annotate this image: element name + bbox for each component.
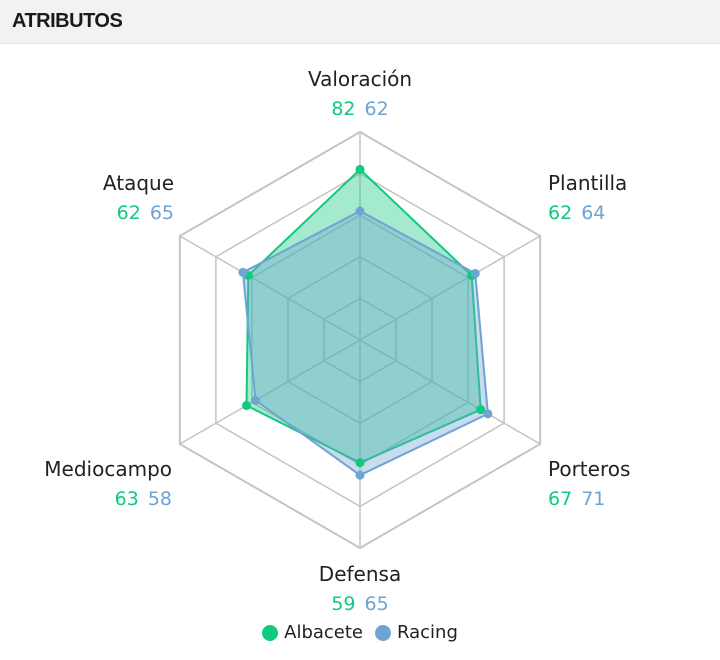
value-label-albacete-2: 67 <box>548 488 572 510</box>
legend-dot-racing <box>375 624 391 641</box>
axis-values-3: 59 65 <box>331 593 388 615</box>
data-point-racing-2 <box>483 409 493 419</box>
axis-label-5: Ataque <box>103 171 174 195</box>
grid-spoke-5 <box>179 235 361 341</box>
value-label-albacete-4: 63 <box>115 488 139 510</box>
value-label-albacete-3: 59 <box>331 593 355 615</box>
radar-chart: Valoración 82 62 Plantilla 62 64 Porteros 67 71 D… <box>44 67 630 615</box>
axis-label-2: Porteros <box>548 457 630 481</box>
data-point-racing-4 <box>251 395 261 405</box>
axis-values-5: 62 65 <box>117 202 174 224</box>
axis-values-0: 82 62 <box>331 98 388 120</box>
data-point-racing-0 <box>355 206 365 216</box>
axis-label-3: Defensa <box>319 562 401 586</box>
data-point-racing-3 <box>355 470 365 480</box>
data-point-albacete-3 <box>355 458 365 468</box>
section-title: ATRIBUTOS <box>12 10 123 32</box>
value-label-racing-4: 58 <box>148 488 172 510</box>
axis-label-0: Valoración <box>308 67 412 91</box>
grid-spoke-1 <box>359 235 541 341</box>
legend-dot-albacete <box>262 624 279 641</box>
value-label-racing-5: 65 <box>150 202 174 224</box>
axis-values-1: 62 64 <box>548 202 605 224</box>
legend-item-racing[interactable]: Racing <box>375 622 458 643</box>
legend-item-albacete[interactable]: Albacete <box>262 622 363 643</box>
axis-label-4: Mediocampo <box>44 457 172 481</box>
value-label-racing-3: 65 <box>365 593 389 615</box>
legend-label-racing: Racing <box>397 622 458 643</box>
grid-spoke-2 <box>359 339 541 445</box>
value-label-racing-1: 64 <box>581 202 605 224</box>
axis-values-2: 67 71 <box>548 488 605 510</box>
chart-legend: Albacete Racing <box>0 622 720 643</box>
value-label-albacete-1: 62 <box>548 202 572 224</box>
section-header: ATRIBUTOS <box>0 0 720 44</box>
value-label-albacete-0: 82 <box>331 98 355 120</box>
axis-values-4: 63 58 <box>115 488 172 510</box>
axis-label-1: Plantilla <box>548 171 627 195</box>
value-label-racing-0: 62 <box>365 98 389 120</box>
value-label-racing-2: 71 <box>581 488 605 510</box>
data-point-albacete-4 <box>242 401 252 411</box>
value-label-albacete-5: 62 <box>117 202 141 224</box>
data-point-albacete-0 <box>355 164 365 174</box>
data-point-racing-1 <box>470 268 480 278</box>
legend-label-albacete: Albacete <box>284 622 363 643</box>
data-point-albacete-2 <box>476 405 486 415</box>
data-point-racing-5 <box>238 267 248 277</box>
grid-spoke-4 <box>179 339 361 445</box>
